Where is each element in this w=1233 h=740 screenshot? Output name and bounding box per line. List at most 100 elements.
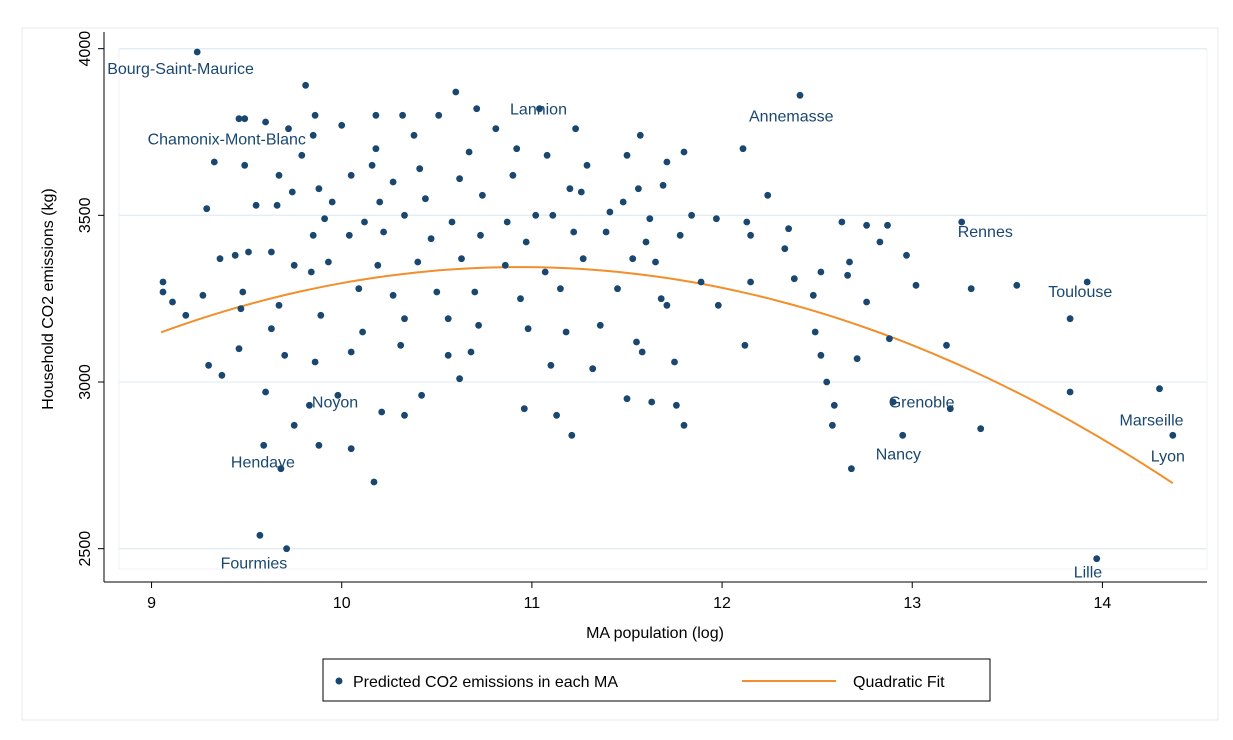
data-point-147: [281, 351, 289, 359]
y-tick-label-4000: 4000: [77, 31, 94, 67]
data-point-34: [275, 171, 283, 179]
data-point-46: [328, 198, 336, 206]
data-point-67: [863, 221, 870, 229]
data-point-130: [401, 315, 408, 323]
y-tick-label-3000: 3000: [77, 364, 94, 400]
data-point-11: [372, 111, 380, 119]
x-tick-label-14: 14: [1094, 595, 1112, 612]
data-point-148: [311, 358, 319, 366]
data-point-10: [338, 121, 346, 129]
data-point-162: [334, 391, 342, 399]
data-point-0: [193, 48, 201, 56]
data-point-19: [309, 131, 317, 139]
data-point-189: [370, 478, 378, 486]
y-axis-title: Household CO2 emissions (kg): [40, 188, 57, 409]
x-tick-label-9: 9: [147, 595, 156, 612]
data-point-117: [790, 275, 798, 283]
data-point-187: [1169, 431, 1177, 439]
data-point-131: [444, 315, 452, 323]
data-point-4: [536, 105, 543, 113]
data-point-86: [216, 255, 224, 263]
data-point-161: [306, 401, 313, 409]
data-point-166: [520, 405, 528, 413]
data-point-76: [477, 231, 484, 239]
data-point-182: [568, 431, 576, 439]
data-point-102: [169, 298, 176, 306]
data-point-120: [912, 281, 920, 289]
data-point-82: [747, 231, 754, 239]
data-point-142: [886, 335, 893, 343]
data-point-38: [456, 175, 463, 183]
data-point-64: [713, 215, 720, 223]
data-point-36: [347, 171, 355, 179]
data-point-57: [401, 211, 408, 219]
data-point-99: [817, 268, 825, 276]
data-point-85: [903, 251, 910, 259]
data-point-33: [623, 151, 631, 159]
data-point-77: [522, 238, 530, 246]
data-point-172: [830, 401, 838, 409]
data-point-79: [602, 228, 610, 236]
point-label-3: Annemasse: [749, 108, 834, 125]
point-label-6: Noyon: [312, 394, 358, 411]
data-point-140: [811, 328, 819, 336]
point-label-8: Grenoble: [889, 395, 955, 412]
data-point-91: [414, 258, 422, 266]
data-point-70: [231, 251, 239, 259]
data-point-181: [401, 411, 408, 419]
data-point-50: [532, 211, 540, 219]
data-point-7: [241, 115, 249, 123]
scatter-points: [159, 48, 1177, 563]
data-point-3: [473, 105, 481, 113]
data-point-160: [262, 388, 269, 396]
data-point-179: [315, 441, 323, 449]
data-point-45: [288, 188, 296, 196]
data-point-178: [290, 421, 298, 429]
data-point-21: [410, 131, 418, 139]
point-label-0: Bourg-Saint-Maurice: [107, 61, 254, 78]
data-point-72: [309, 231, 317, 239]
data-point-13: [435, 111, 443, 119]
data-point-137: [663, 301, 671, 309]
data-point-87: [245, 248, 252, 256]
data-point-156: [671, 358, 678, 366]
data-point-129: [359, 328, 366, 336]
data-point-167: [553, 411, 560, 419]
data-point-81: [676, 231, 684, 239]
data-point-164: [418, 391, 425, 399]
data-point-43: [764, 191, 772, 199]
point-label-12: Fourmies: [221, 556, 288, 573]
data-point-150: [397, 341, 405, 349]
point-label-7: Marseille: [1120, 413, 1184, 430]
data-point-138: [714, 301, 722, 309]
data-point-39: [509, 171, 517, 179]
point-labels: Bourg-Saint-Maurice Chamonix-Mont-Blanc La…: [107, 61, 1185, 582]
legend: Predicted CO2 emissions in each MA Quadr…: [322, 658, 991, 702]
data-point-53: [203, 205, 211, 213]
data-point-16: [636, 131, 644, 139]
data-point-73: [345, 231, 353, 239]
data-point-111: [517, 295, 524, 303]
data-point-118: [809, 291, 817, 299]
data-point-184: [829, 421, 836, 429]
data-point-74: [380, 228, 387, 236]
data-point-1: [302, 81, 309, 89]
data-point-22: [513, 145, 521, 153]
data-point-106: [307, 268, 315, 276]
x-tick-label-10: 10: [333, 595, 351, 612]
data-point-193: [1093, 555, 1101, 563]
data-point-105: [275, 301, 283, 309]
data-point-169: [648, 398, 656, 406]
data-point-127: [268, 325, 275, 333]
data-point-49: [479, 191, 486, 199]
data-point-93: [501, 261, 509, 269]
data-point-144: [1066, 315, 1074, 323]
data-point-5: [796, 91, 804, 99]
data-point-20: [372, 145, 380, 153]
data-point-153: [547, 361, 555, 369]
axes: [103, 32, 1207, 583]
data-point-44: [252, 201, 260, 209]
data-point-108: [389, 291, 397, 299]
